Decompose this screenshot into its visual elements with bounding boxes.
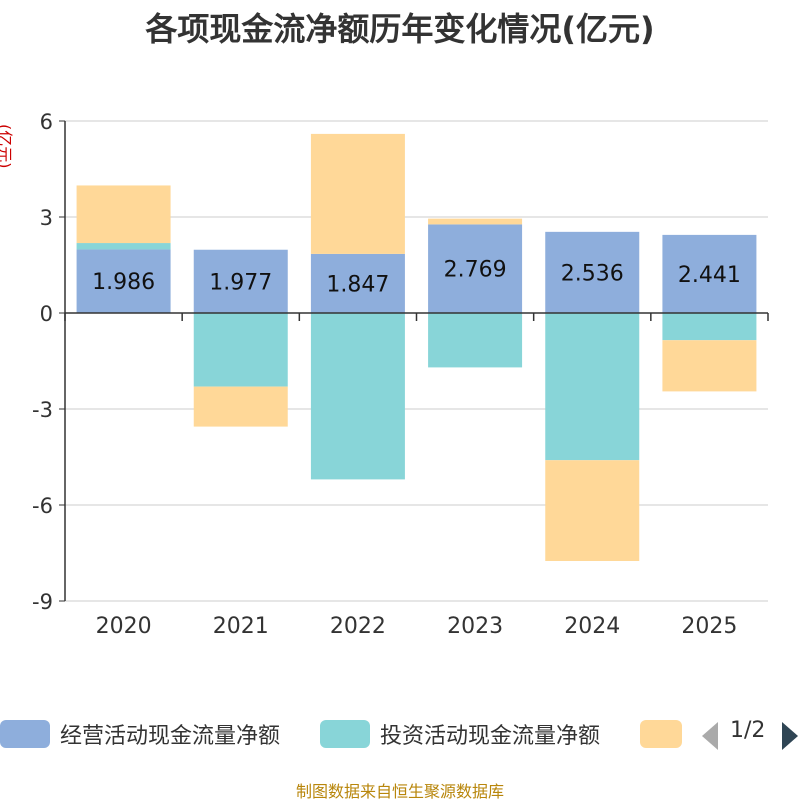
data-label-2024: 2.536 [561,261,624,286]
x-tick-label-2022: 2022 [330,614,386,639]
bar-2025-series-0 [662,234,757,313]
chart-title: 各项现金流净额历年变化情况(亿元) [145,10,655,48]
legend-swatch-operating [0,720,50,748]
data-label-2022: 1.847 [326,272,389,297]
x-tick-label-2024: 2024 [564,614,620,639]
legend-swatch-financing [640,720,682,748]
y-tick-label: 0 [40,302,53,326]
x-tick-label-2025: 2025 [681,614,737,639]
bar-2022-series-1 [310,313,405,480]
bar-2022-series-0 [310,253,405,313]
chart-canvas: 6 3 0 -3 -6 -9 1.986 2020 1.977 2021 1.847 2022 2.76… [32,110,769,639]
bar-2023-series-1 [428,313,523,368]
legend: 经营活动现金流量净额 投资活动现金流量净额 [0,716,800,752]
x-tick-label-2021: 2021 [213,614,269,639]
bar-2025-series-2 [662,340,757,392]
bar-2024-series-0 [545,231,640,313]
data-label-2025: 2.441 [678,263,741,288]
bar-2021-series-1 [193,313,288,387]
x-tick-label-2023: 2023 [447,614,503,639]
bar-2023-series-0 [428,224,523,313]
bar-2022-series-2 [310,133,405,254]
data-label-2020: 1.986 [92,270,155,295]
bar-2024-series-2 [545,460,640,561]
data-label-2023: 2.769 [444,258,507,283]
legend-swatch-investing [320,720,370,748]
bar-2021-series-0 [193,249,288,313]
bar-2021-series-2 [193,386,288,427]
bar-2020-series-1 [76,243,171,250]
y-tick-label: -3 [32,398,53,422]
bar-2020-series-2 [76,185,171,244]
bar-2020-series-0 [76,249,171,313]
legend-label-operating: 经营活动现金流量净额 [60,724,281,749]
y-tick-label: 3 [40,206,53,230]
x-tick-label-2020: 2020 [96,614,152,639]
data-label-2021: 1.977 [209,270,272,295]
bar-2023-series-2 [428,218,523,225]
legend-next-page-icon[interactable] [782,722,798,750]
y-tick-label: -9 [32,590,53,614]
bar-2024-series-1 [545,313,640,461]
bar-2025-series-1 [662,313,757,341]
y-tick-label: -6 [32,494,53,518]
legend-page-indicator: 1/2 [730,718,766,743]
y-tick-label: 6 [40,110,53,134]
legend-label-investing: 投资活动现金流量净额 [380,724,601,749]
data-source-footer: 制图数据来自恒生聚源数据库 [295,782,504,801]
legend-prev-page-icon[interactable] [702,722,718,750]
